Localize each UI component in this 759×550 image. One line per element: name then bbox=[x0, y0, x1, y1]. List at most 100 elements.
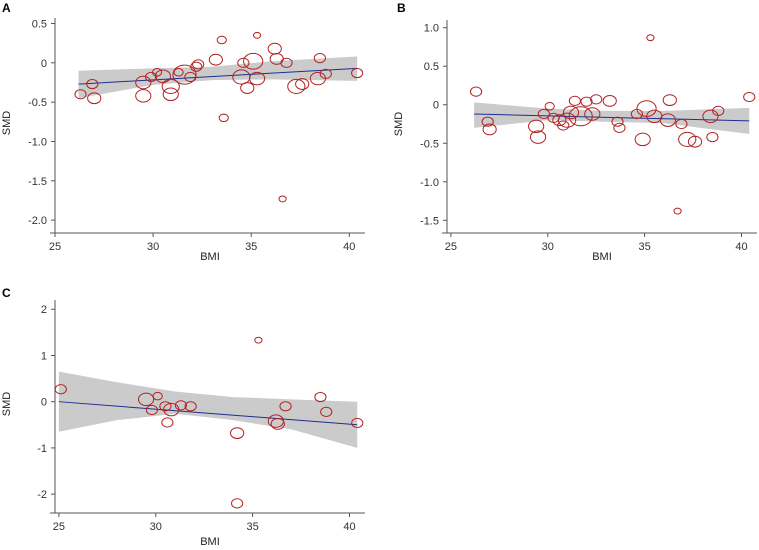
y-tick-label: -1.5 bbox=[420, 215, 439, 227]
data-point bbox=[184, 71, 197, 83]
y-axis-title: SMD bbox=[1, 392, 13, 417]
data-point bbox=[243, 52, 264, 70]
y-tick-label: 0 bbox=[41, 397, 47, 409]
data-point bbox=[135, 89, 152, 103]
panel-letter: C bbox=[2, 286, 11, 300]
y-tick-label: 0.5 bbox=[32, 19, 47, 31]
data-point bbox=[230, 427, 245, 440]
data-point bbox=[678, 131, 697, 147]
data-point bbox=[481, 116, 494, 127]
data-point bbox=[270, 417, 285, 430]
data-point bbox=[162, 87, 179, 102]
data-point bbox=[584, 107, 601, 121]
x-axis-title: BMI bbox=[592, 251, 612, 263]
data-point bbox=[319, 68, 332, 79]
y-tick-label: -1.5 bbox=[28, 176, 47, 188]
data-point bbox=[673, 207, 682, 215]
data-point bbox=[145, 404, 158, 416]
data-point bbox=[278, 195, 287, 203]
data-point bbox=[218, 113, 229, 123]
x-tick-label: 40 bbox=[735, 241, 747, 253]
x-tick-label: 35 bbox=[639, 241, 651, 253]
data-point bbox=[154, 69, 172, 83]
data-point bbox=[231, 498, 244, 509]
data-point bbox=[537, 108, 550, 120]
y-tick-label: 1 bbox=[41, 350, 47, 362]
data-point bbox=[552, 114, 567, 127]
data-point bbox=[558, 112, 577, 128]
x-axis-title: BMI bbox=[200, 536, 220, 548]
data-point bbox=[240, 82, 255, 94]
data-point bbox=[659, 113, 676, 127]
x-tick-label: 35 bbox=[245, 241, 257, 253]
data-point bbox=[646, 34, 655, 42]
data-point bbox=[161, 78, 180, 94]
data-point bbox=[602, 94, 617, 107]
data-point bbox=[712, 105, 725, 116]
panel-b: B 25 30 35 40 1.0 0.5 0 -0.5 -1.0 -1.5 BMI SMD bbox=[393, 1, 757, 263]
y-axis-title: SMD bbox=[1, 111, 13, 136]
data-point bbox=[74, 89, 87, 100]
data-point bbox=[351, 67, 364, 79]
data-point bbox=[145, 71, 158, 83]
data-point bbox=[173, 67, 184, 77]
data-point bbox=[662, 94, 677, 107]
y-tick-label: -1.0 bbox=[28, 136, 47, 148]
data-point bbox=[208, 53, 223, 66]
data-point bbox=[529, 130, 547, 144]
data-point bbox=[279, 401, 292, 412]
data-point bbox=[295, 78, 310, 90]
panel-c: C 25 30 35 40 2 1 0 -1 -2 BMI SMD bbox=[1, 286, 365, 548]
x-tick-label: 30 bbox=[542, 241, 554, 253]
data-point bbox=[314, 391, 327, 403]
data-point bbox=[172, 64, 197, 85]
data-point bbox=[590, 94, 603, 105]
data-point bbox=[252, 31, 262, 39]
panel-letter: B bbox=[397, 1, 406, 15]
x-tick-label: 30 bbox=[147, 241, 159, 253]
data-point bbox=[557, 120, 570, 131]
x-tick-label: 25 bbox=[53, 521, 65, 533]
y-tick-label: -1 bbox=[37, 443, 47, 455]
data-point bbox=[562, 105, 580, 120]
x-tick-label: 35 bbox=[247, 521, 259, 533]
y-tick-label: -2.0 bbox=[28, 215, 47, 227]
data-point bbox=[675, 118, 688, 130]
data-point bbox=[687, 135, 703, 148]
y-tick-label: -0.5 bbox=[420, 138, 439, 150]
x-tick-label: 40 bbox=[343, 241, 355, 253]
data-point bbox=[248, 71, 266, 86]
data-point bbox=[137, 392, 155, 407]
data-point bbox=[287, 78, 306, 94]
data-point bbox=[320, 406, 333, 417]
data-point bbox=[613, 122, 626, 133]
confidence-band bbox=[78, 56, 358, 99]
data-point bbox=[237, 57, 250, 68]
data-point bbox=[161, 417, 174, 428]
data-point bbox=[568, 95, 581, 106]
data-point bbox=[254, 336, 263, 344]
panel-letter: A bbox=[2, 1, 11, 15]
data-point bbox=[159, 401, 172, 412]
y-tick-label: -2 bbox=[37, 489, 47, 501]
x-tick-label: 25 bbox=[445, 241, 457, 253]
y-tick-label: -1.0 bbox=[420, 177, 439, 189]
data-point bbox=[280, 57, 293, 68]
regression-line bbox=[58, 401, 358, 426]
data-point bbox=[152, 391, 163, 401]
y-tick-label: 2 bbox=[41, 304, 47, 316]
x-tick-label: 30 bbox=[150, 521, 162, 533]
y-tick-label: 0.5 bbox=[424, 61, 439, 73]
data-point bbox=[706, 132, 719, 143]
data-point bbox=[544, 102, 555, 111]
data-point bbox=[528, 119, 545, 134]
data-point bbox=[611, 116, 624, 127]
data-point bbox=[190, 61, 203, 72]
data-point bbox=[313, 53, 326, 64]
data-point bbox=[184, 401, 197, 412]
y-tick-label: 1.0 bbox=[424, 23, 439, 35]
y-axis-title: SMD bbox=[393, 112, 405, 137]
regression-line bbox=[474, 113, 750, 122]
y-tick-label: -0.5 bbox=[28, 97, 47, 109]
